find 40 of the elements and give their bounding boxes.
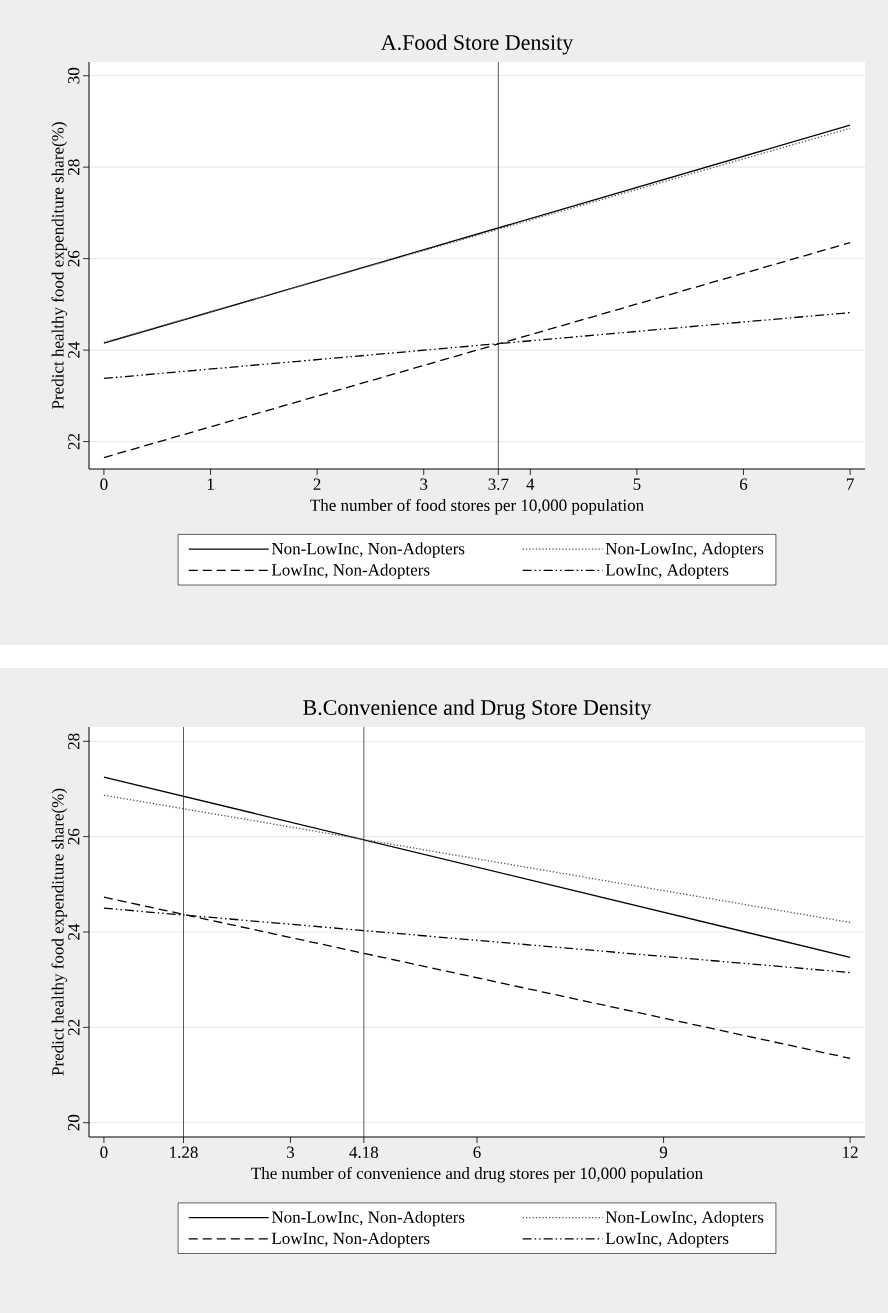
x-tick-label: 1 (207, 478, 214, 490)
y-tick-label: 28 (67, 733, 80, 750)
x-tick-label: 5 (633, 478, 641, 490)
y-tick-label: 26 (68, 250, 80, 267)
legend-label: Non-LowInc, Non-Adopters (271, 1210, 465, 1227)
y-tick-label: 24 (68, 341, 80, 358)
x-axis-title: The number of convenience and drug stores per 10,000 population (251, 1166, 703, 1183)
y-axis-title: Predict healthy food expenditure share(%) (51, 788, 68, 1076)
legend-label: LowInc, Adopters (605, 563, 729, 580)
x-tick-label: 6 (473, 1146, 481, 1158)
x-tick-label: 0 (100, 478, 108, 490)
x-tick-label: 3 (287, 1146, 295, 1158)
y-axis-title: Predict healthy food expenditure share(%) (51, 122, 68, 409)
x-tick-label: 4 (526, 478, 535, 490)
y-tick-label: 22 (68, 433, 80, 450)
chart-title: A.Food Store Density (380, 34, 574, 55)
x-tick-label: 4.18 (349, 1146, 379, 1159)
x-tick-label: 7 (846, 478, 854, 490)
legend-label: Non-LowInc, Non-Adopters (271, 542, 465, 558)
x-tick-label: 9 (659, 1146, 668, 1158)
legend-label: LowInc, Adopters (605, 1232, 729, 1248)
x-axis-title: The number of food stores per 10,000 population (310, 498, 644, 515)
x-tick-label: 12 (843, 1146, 858, 1158)
legend-label: Non-LowInc, Adopters (605, 1210, 764, 1227)
y-tick-label: 30 (67, 67, 80, 84)
legend-label: LowInc, Non-Adopters (271, 1232, 430, 1248)
x-tick-label: 3.7 (488, 478, 509, 491)
x-tick-label: 0 (100, 1146, 108, 1159)
x-tick-label: 1.28 (170, 1146, 198, 1159)
y-tick-label: 20 (67, 1114, 80, 1131)
legend-label: Non-LowInc, Adopters (605, 542, 764, 558)
x-tick-label: 6 (739, 478, 748, 490)
y-tick-label: 24 (68, 923, 80, 940)
y-tick-label: 28 (67, 159, 80, 175)
legend-label: LowInc, Non-Adopters (271, 563, 430, 580)
y-tick-label: 22 (68, 1019, 80, 1036)
chart-title: B.Convenience and Drug Store Density (303, 699, 652, 720)
x-tick-label: 2 (313, 478, 321, 490)
x-tick-label: 3 (420, 478, 428, 490)
y-tick-label: 26 (68, 828, 80, 845)
